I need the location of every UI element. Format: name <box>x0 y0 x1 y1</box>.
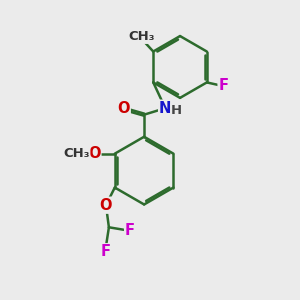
Text: CH₃: CH₃ <box>63 147 90 160</box>
Text: N: N <box>159 101 172 116</box>
Text: O: O <box>117 101 130 116</box>
Text: H: H <box>171 104 182 117</box>
Text: O: O <box>100 198 112 213</box>
Text: F: F <box>101 244 111 259</box>
Text: F: F <box>125 223 135 238</box>
Text: O: O <box>88 146 100 161</box>
Text: CH₃: CH₃ <box>128 30 155 43</box>
Text: F: F <box>219 78 229 93</box>
